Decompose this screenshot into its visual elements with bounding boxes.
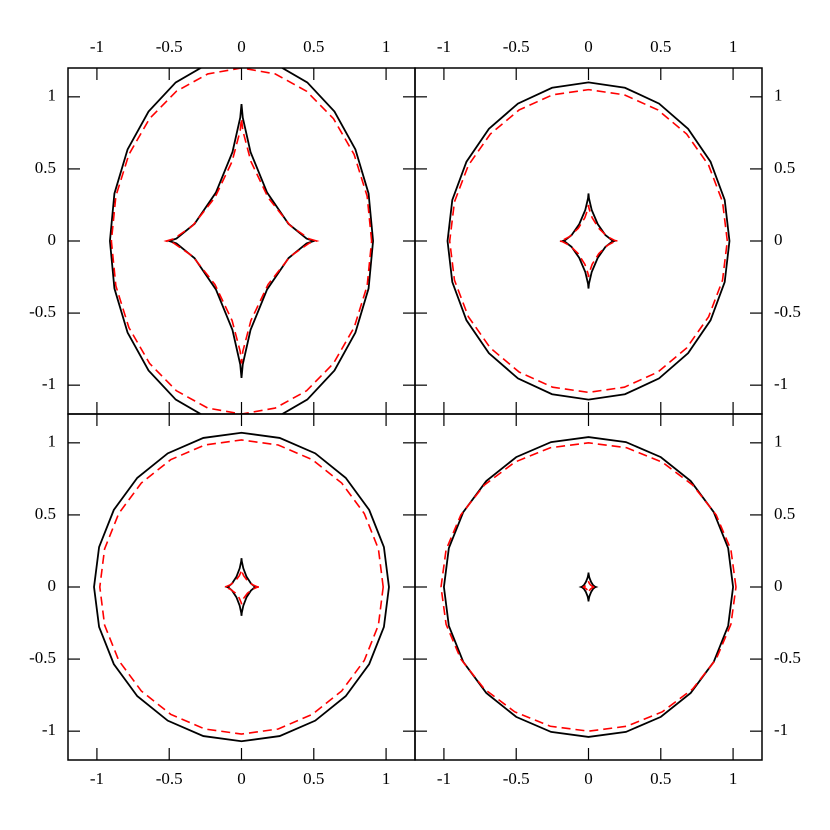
- x-tick-label: 1: [382, 769, 391, 788]
- frame: [67, 413, 416, 761]
- x-tick-label: 0: [237, 769, 246, 788]
- x-tick-label: -1: [90, 37, 104, 56]
- plot-area: [109, 68, 374, 414]
- x-tick-label: 0.5: [303, 37, 324, 56]
- caustic-curve: [559, 204, 618, 278]
- x-tick-label: 0.5: [303, 769, 324, 788]
- y-tick-label: 0: [48, 230, 57, 249]
- y-tick-label: -1: [774, 720, 788, 739]
- x-tick-label: 1: [382, 37, 391, 56]
- x-tick-label: -0.5: [503, 769, 530, 788]
- y-tick-label: 0: [774, 576, 783, 595]
- x-tick-label: 0.5: [650, 769, 671, 788]
- x-tick-label: -0.5: [156, 769, 183, 788]
- plot-area: [446, 81, 731, 401]
- panel: -1 -0.5 0 0.5 1 -1 -0.5 0 0.5 1: [29, 413, 416, 788]
- x-tick-label: 0: [584, 37, 593, 56]
- caustic-curve: [93, 431, 390, 743]
- x-tick-label: 1: [729, 37, 738, 56]
- plot-area: [93, 431, 390, 743]
- panel: -1 -0.5 0 0.5 1 -1 -0.5 0 0.5 1: [414, 413, 801, 788]
- caustic-curve: [163, 118, 320, 364]
- x-tick-label: 1: [729, 769, 738, 788]
- plot-area: [440, 436, 737, 738]
- y-tick-label: -0.5: [774, 648, 801, 667]
- caustic-curve: [578, 572, 599, 602]
- caustic-curve: [582, 581, 595, 593]
- y-tick-label: 0: [774, 230, 783, 249]
- caustic-curve: [109, 68, 374, 414]
- y-tick-label: 1: [48, 86, 57, 105]
- y-tick-label: 0.5: [35, 504, 56, 523]
- y-tick-label: 0: [48, 576, 57, 595]
- x-tick-label: -1: [90, 769, 104, 788]
- frame: [414, 413, 763, 761]
- y-tick-label: -0.5: [774, 302, 801, 321]
- y-tick-label: 1: [774, 86, 783, 105]
- x-tick-label: 0: [237, 37, 246, 56]
- caustic-curve: [110, 68, 373, 414]
- caustic-curve: [166, 103, 317, 379]
- x-tick-label: 0.5: [650, 37, 671, 56]
- y-tick-label: 0.5: [774, 504, 795, 523]
- y-tick-label: -1: [42, 374, 56, 393]
- caustic-curve: [448, 88, 729, 394]
- y-tick-label: -0.5: [29, 648, 56, 667]
- x-tick-label: -0.5: [156, 37, 183, 56]
- x-tick-label: -1: [437, 769, 451, 788]
- caustic-curve: [224, 558, 259, 616]
- x-tick-label: -0.5: [503, 37, 530, 56]
- y-tick-label: 1: [48, 432, 57, 451]
- y-tick-label: -1: [42, 720, 56, 739]
- y-tick-label: 1: [774, 432, 783, 451]
- panel: -1 -0.5 0 0.5 1 -1 -0.5 0 0.5 1: [29, 37, 416, 415]
- y-tick-label: -0.5: [29, 302, 56, 321]
- caustic-curve: [224, 569, 259, 605]
- x-tick-label: 0: [584, 769, 593, 788]
- y-tick-label: 0.5: [35, 158, 56, 177]
- caustic-curve: [99, 439, 384, 735]
- caustic-curve: [446, 81, 731, 401]
- y-tick-label: 0.5: [774, 158, 795, 177]
- panel: -1 -0.5 0 0.5 1 -1 -0.5 0 0.5 1: [414, 37, 801, 415]
- frame: [414, 67, 763, 415]
- caustic-curve: [443, 436, 734, 738]
- caustic-curve: [440, 442, 737, 732]
- y-tick-label: -1: [774, 374, 788, 393]
- x-tick-label: -1: [437, 37, 451, 56]
